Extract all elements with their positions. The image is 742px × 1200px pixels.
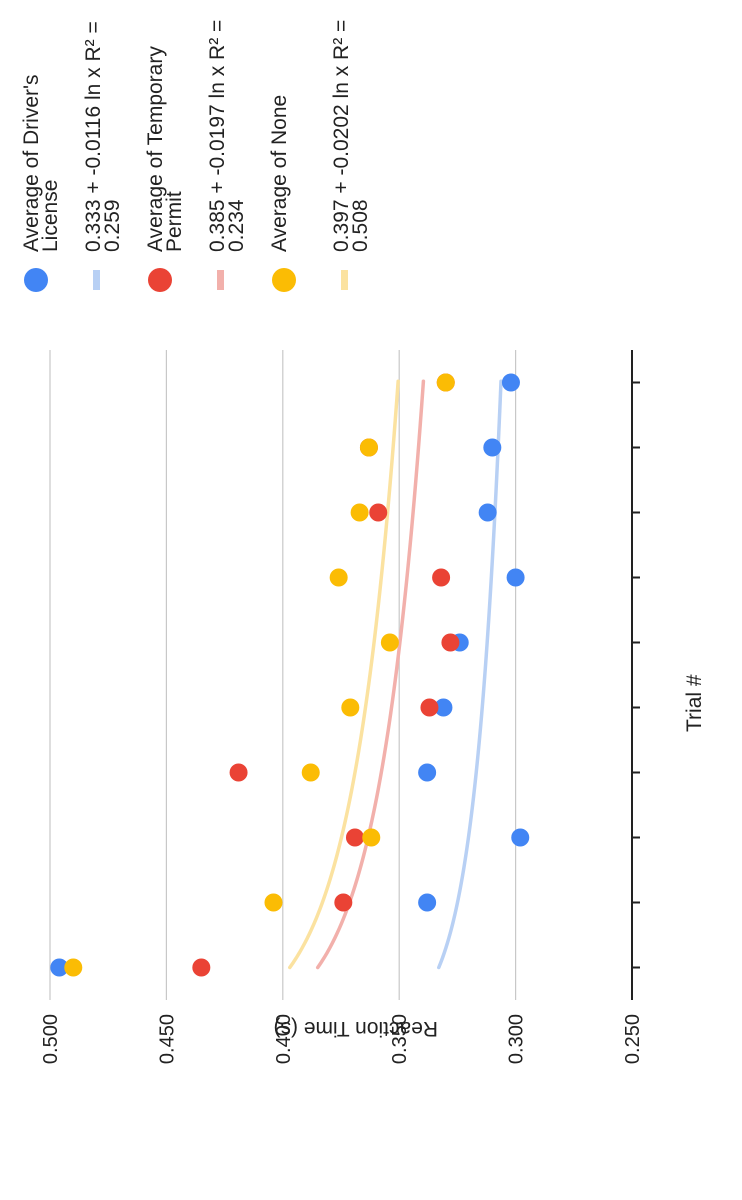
legend-item: Average of None bbox=[268, 2, 332, 292]
data-point bbox=[359, 438, 378, 457]
data-point bbox=[192, 958, 211, 977]
data-point bbox=[229, 763, 248, 782]
trendline bbox=[437, 379, 503, 970]
y-axis-title: Reaction Time (s) bbox=[273, 1017, 438, 1040]
data-point bbox=[341, 698, 360, 717]
legend-label: Average of Temporary Permit bbox=[144, 46, 186, 252]
legend-label: 0.385 + -0.0197 ln x R² = 0.234 bbox=[206, 19, 248, 252]
y-tick-label: 0.450 bbox=[156, 1014, 178, 1064]
legend-marker-dot bbox=[24, 268, 48, 292]
data-point bbox=[436, 373, 455, 392]
data-point bbox=[301, 763, 320, 782]
legend-item: 0.333 + -0.0116 ln x R² = 0.259 bbox=[82, 2, 146, 292]
data-point bbox=[418, 763, 437, 782]
legend-label: 0.333 + -0.0116 ln x R² = 0.259 bbox=[82, 21, 124, 252]
data-point bbox=[478, 503, 497, 522]
data-point bbox=[329, 568, 348, 587]
data-point bbox=[420, 698, 439, 717]
y-tick-label: 0.500 bbox=[40, 1014, 62, 1064]
data-point bbox=[50, 958, 69, 977]
data-point bbox=[506, 568, 525, 587]
data-point bbox=[380, 633, 399, 652]
data-point bbox=[432, 568, 451, 587]
data-point bbox=[345, 828, 364, 847]
data-point bbox=[350, 503, 369, 522]
y-tick-label: 0.400 bbox=[273, 1014, 295, 1064]
legend-marker-line bbox=[341, 270, 348, 290]
data-point bbox=[418, 893, 437, 912]
legend-marker-dot bbox=[148, 268, 172, 292]
legend-marker-line bbox=[217, 270, 224, 290]
x-axis-title: Trial # bbox=[683, 674, 706, 732]
y-tick-label: 0.250 bbox=[622, 1014, 644, 1064]
legend-item: Average of Temporary Permit bbox=[144, 2, 208, 292]
legend-marker-line bbox=[93, 270, 100, 290]
y-tick-label: 0.350 bbox=[389, 1014, 411, 1064]
data-point bbox=[369, 503, 388, 522]
data-point bbox=[334, 893, 353, 912]
trendline bbox=[315, 379, 426, 970]
legend: Average of Driver's License 0.333 + -0.0… bbox=[20, 2, 394, 292]
data-point bbox=[501, 373, 520, 392]
data-point bbox=[264, 893, 283, 912]
data-point bbox=[483, 438, 502, 457]
data-point bbox=[511, 828, 530, 847]
data-point bbox=[434, 698, 453, 717]
y-tick-label: 0.300 bbox=[506, 1014, 528, 1064]
legend-item: 0.385 + -0.0197 ln x R² = 0.234 bbox=[206, 2, 270, 292]
legend-marker-dot bbox=[272, 268, 296, 292]
legend-label: Average of None bbox=[268, 94, 291, 252]
legend-label: 0.397 + -0.0202 ln x R² = 0.508 bbox=[330, 19, 372, 252]
legend-label: Average of Driver's License bbox=[20, 74, 62, 252]
legend-item: Average of Driver's License bbox=[20, 2, 84, 292]
chart-plot: 0.500 0.450 0.400 0.350 0.300 0.250 bbox=[40, 350, 644, 1064]
data-point bbox=[362, 828, 381, 847]
legend-item: 0.397 + -0.0202 ln x R² = 0.508 bbox=[330, 2, 394, 292]
trendline bbox=[288, 379, 400, 970]
data-point bbox=[441, 633, 460, 652]
data-point bbox=[64, 958, 83, 977]
